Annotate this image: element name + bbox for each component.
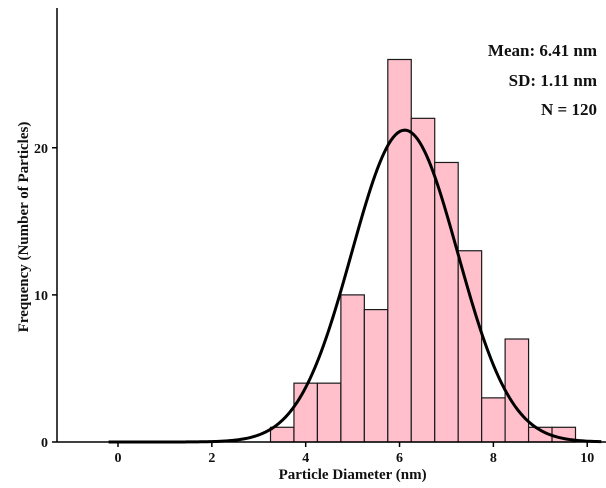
y-axis-title: Frequency (Number of Particles) [16, 122, 32, 333]
x-tick-label: 2 [208, 451, 215, 466]
histogram-bar [363, 308, 389, 443]
x-tick-label: 10 [580, 451, 594, 466]
histogram-bar [504, 338, 530, 443]
y-tick-label: 20 [34, 142, 48, 157]
x-tick-label: 6 [396, 451, 403, 466]
x-tick-label: 8 [490, 451, 497, 466]
x-tick-label: 0 [115, 451, 122, 466]
histogram-bar [457, 250, 483, 443]
histogram-bar [434, 161, 459, 443]
histogram-bar [481, 397, 506, 443]
stat-n: N = 120 [541, 100, 597, 119]
histogram-bar [387, 58, 412, 443]
histogram-bars [269, 58, 577, 443]
histogram-bar [316, 382, 342, 443]
x-axis-ticks: 0 2 4 6 8 10 [115, 442, 594, 466]
stat-sd: SD: 1.11 nm [509, 71, 597, 90]
x-tick-label: 4 [302, 451, 309, 466]
y-tick-label: 0 [41, 436, 48, 451]
histogram-bar [340, 294, 365, 443]
y-axis-ticks: 0 10 20 [34, 142, 57, 451]
histogram-bar [269, 426, 295, 443]
stat-mean: Mean: 6.41 nm [488, 41, 597, 60]
axes [56, 8, 606, 443]
histogram-bar [293, 382, 319, 443]
y-tick-label: 10 [34, 289, 48, 304]
x-axis-title: Particle Diameter (nm) [279, 467, 427, 483]
stats-annotations: Mean: 6.41 nm SD: 1.11 nm N = 120 [488, 41, 597, 119]
